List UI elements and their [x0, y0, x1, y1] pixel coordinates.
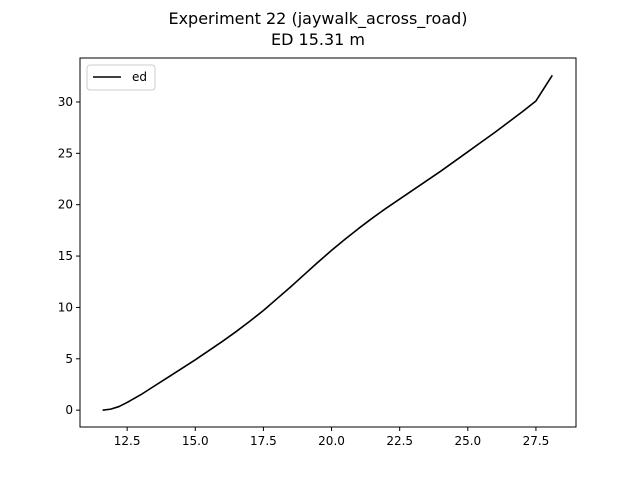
legend-label-ed: ed — [132, 70, 147, 84]
y-tick-label: 30 — [58, 95, 73, 109]
x-tick-label: 27.5 — [523, 434, 550, 448]
x-tick-label: 12.5 — [114, 434, 141, 448]
chart-title: Experiment 22 (jaywalk_across_road) — [168, 9, 467, 29]
chart-subtitle: ED 15.31 m — [271, 30, 365, 49]
y-tick-label: 25 — [58, 146, 73, 160]
y-tick-label: 15 — [58, 249, 73, 263]
series-line-ed — [102, 74, 553, 411]
x-tick-label: 20.0 — [318, 434, 345, 448]
y-tick-label: 0 — [65, 403, 73, 417]
y-axis: 0 5 10 15 20 25 30 — [58, 95, 80, 417]
y-tick-label: 20 — [58, 198, 73, 212]
x-tick-label: 17.5 — [250, 434, 277, 448]
plot-area — [79, 57, 577, 428]
x-tick-label: 22.5 — [386, 434, 413, 448]
series-layer — [102, 74, 553, 411]
y-tick-label: 5 — [65, 352, 73, 366]
y-tick-label: 10 — [58, 300, 73, 314]
x-tick-label: 15.0 — [182, 434, 209, 448]
x-tick-label: 25.0 — [454, 434, 481, 448]
legend: ed — [86, 64, 156, 91]
x-axis: 12.5 15.0 17.5 20.0 22.5 25.0 27.5 — [114, 427, 550, 448]
